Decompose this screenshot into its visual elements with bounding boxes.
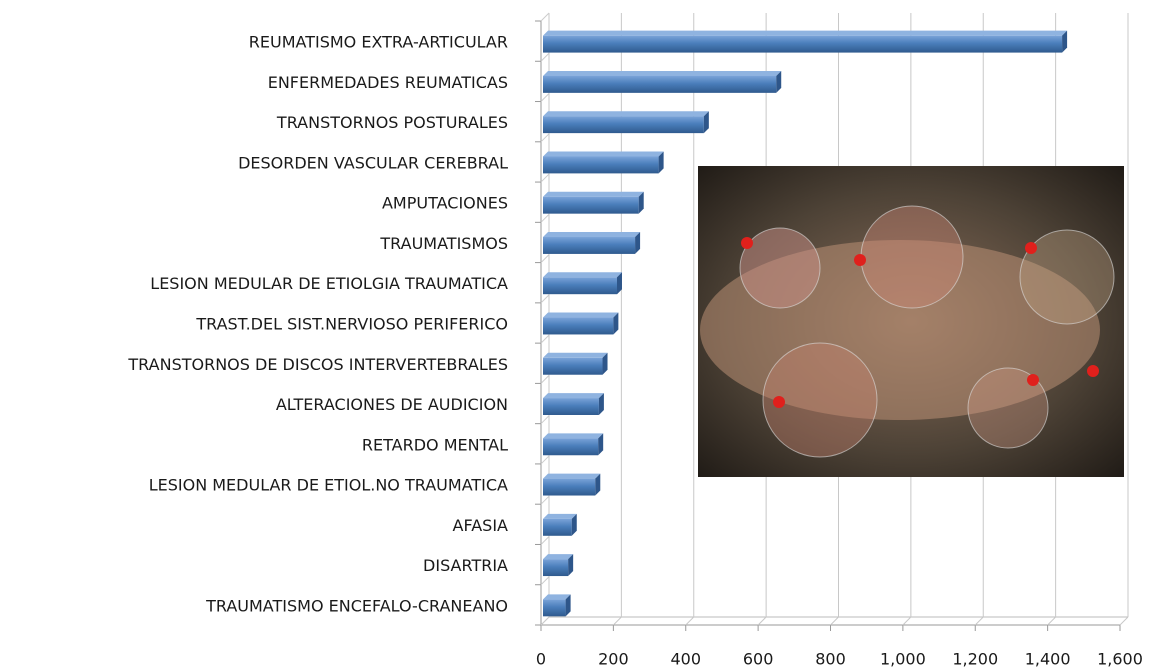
y-tick-label: ALTERACIONES DE AUDICION bbox=[276, 395, 508, 414]
bar-top bbox=[543, 151, 664, 156]
bar bbox=[543, 599, 566, 616]
y-tick-label: LESION MEDULAR DE ETIOLGIA TRAUMATICA bbox=[150, 274, 508, 293]
bar-top bbox=[543, 192, 644, 197]
marker-dot bbox=[741, 237, 753, 249]
bar-top bbox=[543, 433, 603, 438]
x-tick-label: 1,200 bbox=[952, 650, 998, 669]
x-tick-label: 600 bbox=[743, 650, 774, 669]
bar-top bbox=[543, 393, 604, 398]
bar bbox=[543, 519, 572, 536]
bar bbox=[543, 116, 704, 133]
wall-edge bbox=[541, 255, 549, 263]
bar-top bbox=[543, 71, 781, 76]
x-tick-label: 1,600 bbox=[1097, 650, 1143, 669]
bar bbox=[543, 318, 613, 335]
bar-top bbox=[543, 554, 573, 559]
wall-edge bbox=[541, 335, 549, 343]
grid-floor bbox=[975, 617, 983, 625]
marker-dot bbox=[1025, 242, 1037, 254]
highlight bbox=[861, 206, 963, 308]
y-tick-label: AFASIA bbox=[453, 516, 509, 535]
wall-edge bbox=[541, 214, 549, 222]
grid-floor bbox=[831, 617, 839, 625]
grid-floor bbox=[1048, 617, 1056, 625]
y-tick-label: TRANSTORNOS DE DISCOS INTERVERTEBRALES bbox=[127, 355, 508, 374]
x-tick-label: 800 bbox=[815, 650, 846, 669]
bar bbox=[543, 479, 595, 496]
marker-dot bbox=[1027, 374, 1039, 386]
bar bbox=[543, 559, 568, 576]
page: 0 200 400 600 800 1,000 1,200 1,400 1,600 REUMATI… bbox=[0, 0, 1149, 672]
wall-edge bbox=[541, 416, 549, 424]
wall-edge bbox=[541, 496, 549, 504]
marker-dot bbox=[1087, 365, 1099, 377]
bar-top bbox=[543, 353, 608, 358]
wall-edge bbox=[541, 13, 549, 21]
y-tick-label: TRANSTORNOS POSTURALES bbox=[276, 113, 508, 132]
grid-floor bbox=[1120, 617, 1128, 625]
chart: 0 200 400 600 800 1,000 1,200 1,400 1,600 REUMATI… bbox=[0, 0, 1149, 672]
x-tick-label: 1,000 bbox=[880, 650, 926, 669]
wall-edge bbox=[541, 456, 549, 464]
x-tick-label: 1,400 bbox=[1025, 650, 1071, 669]
marker-dot bbox=[773, 396, 785, 408]
y-tick-label: RETARDO MENTAL bbox=[362, 435, 508, 454]
marker-dot bbox=[854, 254, 866, 266]
wall-edge bbox=[541, 53, 549, 61]
bar bbox=[543, 237, 635, 254]
bar-top bbox=[543, 272, 622, 277]
bar bbox=[543, 76, 776, 93]
bar bbox=[543, 438, 598, 455]
wall-edge bbox=[541, 295, 549, 303]
wall-edge bbox=[541, 617, 549, 625]
y-tick-label: DISARTRIA bbox=[423, 556, 508, 575]
y-tick-label: DESORDEN VASCULAR CEREBRAL bbox=[238, 153, 508, 172]
y-tick-label: AMPUTACIONES bbox=[382, 194, 508, 213]
wall-edge bbox=[541, 174, 549, 182]
y-tick-label: TRAST.DEL SIST.NERVIOSO PERIFERICO bbox=[195, 315, 508, 334]
bar-top bbox=[543, 232, 640, 237]
grid-floor bbox=[613, 617, 621, 625]
y-tick-label: TRAUMATISMOS bbox=[379, 234, 508, 253]
wall-edge bbox=[541, 134, 549, 142]
y-tick-label: ENFERMEDADES REUMATICAS bbox=[268, 73, 508, 92]
bar bbox=[543, 156, 659, 173]
grid-floor bbox=[686, 617, 694, 625]
y-tick-label: REUMATISMO EXTRA-ARTICULAR bbox=[249, 33, 508, 52]
x-tick-label: 200 bbox=[598, 650, 629, 669]
y-tick-label: LESION MEDULAR DE ETIOL.NO TRAUMATICA bbox=[149, 476, 508, 495]
y-tick-label: TRAUMATISMO ENCEFALO-CRANEANO bbox=[205, 596, 508, 615]
x-tick-label: 400 bbox=[670, 650, 701, 669]
bar bbox=[543, 197, 639, 214]
bar-top bbox=[543, 474, 600, 479]
bar bbox=[543, 36, 1062, 53]
bar bbox=[543, 398, 599, 415]
bar-top bbox=[543, 111, 709, 116]
bar-top bbox=[543, 31, 1067, 36]
grid-floor bbox=[758, 617, 766, 625]
wall-edge bbox=[541, 577, 549, 585]
wall-edge bbox=[541, 375, 549, 383]
wall-edge bbox=[541, 94, 549, 102]
bar bbox=[543, 358, 603, 375]
bar-top bbox=[543, 514, 577, 519]
illustration bbox=[698, 166, 1124, 477]
wall-edge bbox=[541, 536, 549, 544]
grid-floor bbox=[903, 617, 911, 625]
x-tick-label: 0 bbox=[536, 650, 546, 669]
bar-top bbox=[543, 313, 618, 318]
bar bbox=[543, 277, 617, 294]
